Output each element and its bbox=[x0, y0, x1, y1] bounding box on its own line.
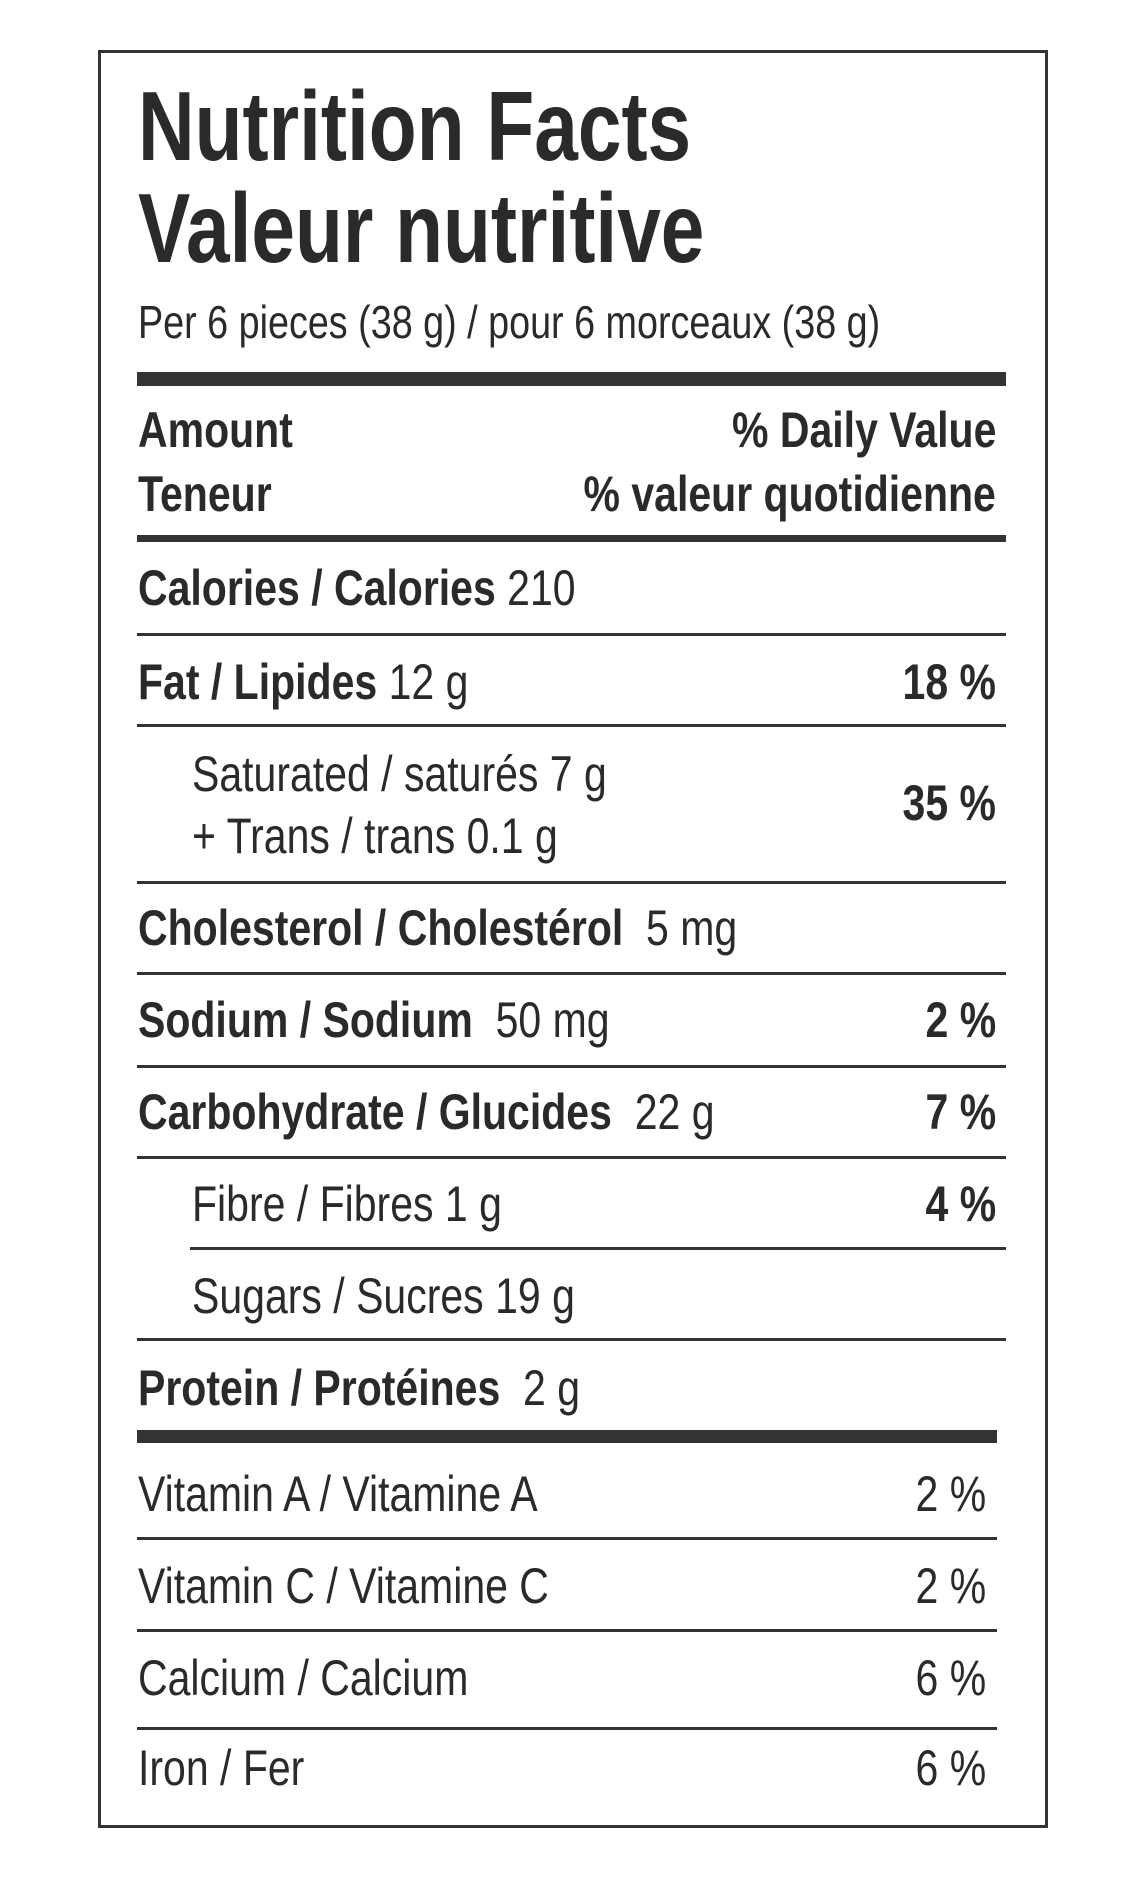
label: Carbohydrate / Glucides bbox=[138, 1084, 612, 1140]
thick-divider bbox=[137, 372, 1006, 386]
vitamin-c: Vitamin C / Vitamine C bbox=[138, 1558, 549, 1614]
value: 22 g bbox=[634, 1084, 715, 1140]
carbohydrate-dv: 7 % bbox=[925, 1084, 996, 1140]
serving-size: Per 6 pieces (38 g) / pour 6 morceaux (3… bbox=[138, 296, 881, 348]
header-dv: % Daily Value bbox=[731, 402, 996, 458]
divider bbox=[137, 1537, 997, 1540]
row-saturated: Saturated / saturés 7 g bbox=[192, 746, 607, 802]
value: 12 g bbox=[388, 654, 469, 710]
label: Protein / Protéines bbox=[138, 1360, 501, 1416]
divider bbox=[137, 1065, 1006, 1068]
divider bbox=[137, 881, 1006, 884]
value: 2 g bbox=[523, 1360, 581, 1416]
label: Calories / Calories bbox=[138, 560, 496, 616]
thick-divider bbox=[137, 1430, 997, 1443]
fibre-dv: 4 % bbox=[925, 1176, 996, 1232]
calcium-dv: 6 % bbox=[915, 1650, 986, 1706]
vitamin-a-dv: 2 % bbox=[915, 1466, 986, 1522]
label: Cholesterol / Cholestérol bbox=[138, 900, 624, 956]
divider bbox=[137, 1727, 997, 1730]
divider bbox=[137, 1338, 1006, 1341]
row-cholesterol: Cholesterol / Cholestérol 5 mg bbox=[138, 903, 737, 953]
sodium-dv: 2 % bbox=[925, 992, 996, 1048]
value: 50 mg bbox=[495, 992, 610, 1048]
title-en: Nutrition Facts bbox=[138, 71, 692, 181]
divider bbox=[137, 1156, 1006, 1159]
divider bbox=[137, 633, 1006, 636]
title-fr: Valeur nutritive bbox=[138, 173, 705, 283]
divider bbox=[137, 972, 1006, 975]
label: Fat / Lipides bbox=[138, 654, 378, 710]
header-dv-fr: % valeur quotidienne bbox=[583, 466, 996, 522]
row-fat: Fat / Lipides 12 g bbox=[138, 657, 468, 707]
iron-dv: 6 % bbox=[915, 1740, 986, 1796]
row-calories: Calories / Calories 210 bbox=[138, 563, 576, 613]
row-fibre: Fibre / Fibres 1 g bbox=[192, 1176, 502, 1232]
divider bbox=[137, 535, 1006, 542]
vitamin-c-dv: 2 % bbox=[915, 1558, 986, 1614]
divider bbox=[137, 1629, 997, 1632]
row-protein: Protein / Protéines 2 g bbox=[138, 1363, 580, 1413]
row-carbohydrate: Carbohydrate / Glucides 22 g bbox=[138, 1087, 715, 1137]
divider bbox=[137, 724, 1006, 727]
label: Sodium / Sodium bbox=[138, 992, 473, 1048]
fat-dv: 18 % bbox=[902, 654, 996, 710]
calcium: Calcium / Calcium bbox=[138, 1650, 469, 1706]
row-sodium: Sodium / Sodium 50 mg bbox=[138, 995, 610, 1045]
divider bbox=[190, 1247, 1006, 1250]
value: 5 mg bbox=[646, 900, 738, 956]
row-trans: + Trans / trans 0.1 g bbox=[192, 808, 558, 864]
nutrition-facts-panel bbox=[98, 50, 1048, 1828]
saturated-dv: 35 % bbox=[902, 775, 996, 831]
row-sugars: Sugars / Sucres 19 g bbox=[192, 1268, 575, 1324]
header-teneur: Teneur bbox=[138, 466, 272, 522]
iron: Iron / Fer bbox=[138, 1740, 305, 1796]
value: 210 bbox=[507, 560, 576, 616]
vitamin-a: Vitamin A / Vitamine A bbox=[138, 1466, 538, 1522]
header-amount: Amount bbox=[138, 402, 293, 458]
